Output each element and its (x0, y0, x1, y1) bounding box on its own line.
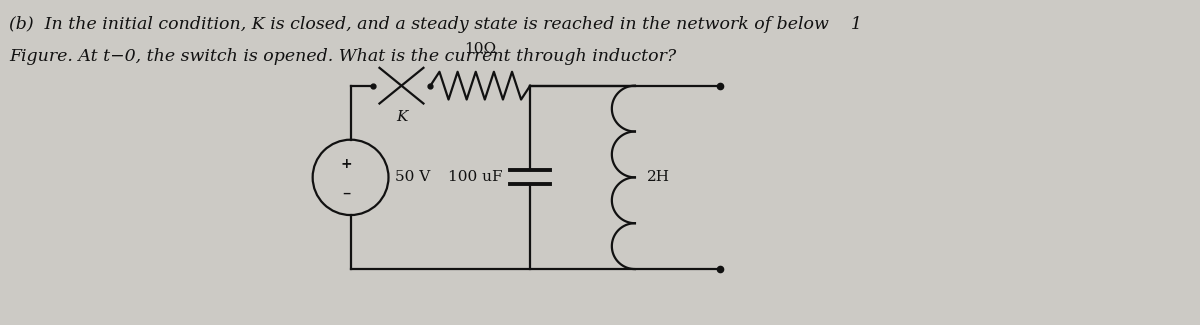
Text: K: K (396, 111, 407, 124)
Text: Figure. At t−0, the switch is opened. What is the current through inductor?: Figure. At t−0, the switch is opened. Wh… (10, 48, 677, 65)
Text: 2H: 2H (647, 170, 670, 184)
Text: 100 uF: 100 uF (448, 170, 503, 184)
Text: (b)  In the initial condition, K is closed, and a steady state is reached in the: (b) In the initial condition, K is close… (10, 16, 863, 33)
Text: +: + (341, 158, 353, 172)
Text: 50 V: 50 V (396, 170, 431, 184)
Text: 10Ω: 10Ω (464, 42, 497, 56)
Text: –: – (342, 183, 350, 201)
